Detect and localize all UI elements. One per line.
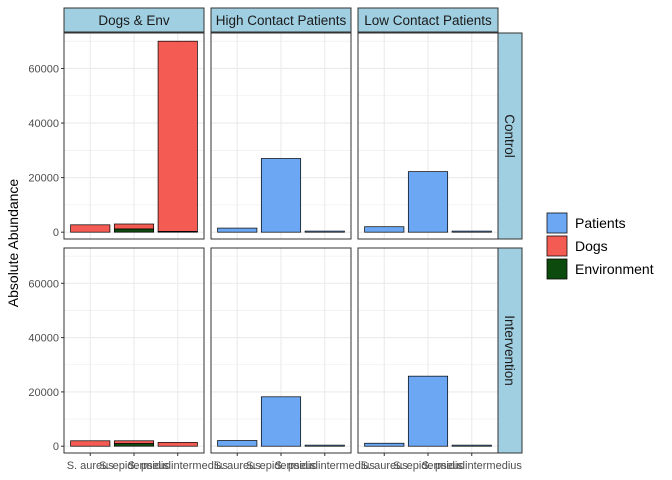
bar-segment-environment — [113, 443, 155, 447]
legend-label: Environment — [575, 261, 654, 277]
y-tick-label: 0 — [53, 227, 59, 239]
legend-key-dogs — [546, 235, 568, 257]
panel — [357, 32, 499, 240]
legend-key-environment — [546, 258, 568, 280]
y-tick-label: 0 — [53, 441, 59, 453]
ticks-layer: 0 20000 40000 60000 0 20000 40000 60000 S. aureu… — [28, 63, 522, 472]
bar-segment-environment — [113, 228, 155, 233]
y-tick-label: 60000 — [28, 278, 59, 290]
x-tick-label: S. aureus — [361, 460, 409, 472]
bar-segment-patients — [407, 375, 449, 447]
x-tick-label: S. pseudintermedius — [422, 460, 523, 472]
x-tick-label: S. epidermidis — [393, 460, 463, 472]
x-tick-label: S. epidermidis — [99, 460, 169, 472]
panels-layer: Dogs & Env High Contact Patients Low Conta… — [63, 7, 523, 454]
y-tick-label: 20000 — [28, 387, 59, 399]
panel — [210, 247, 352, 454]
y-tick-label: 20000 — [28, 173, 59, 185]
bar-segment-patients — [260, 396, 302, 447]
bar-segment-patients — [217, 440, 258, 447]
row-strip — [497, 32, 523, 240]
x-tick-label: S. aureus — [214, 460, 262, 472]
bar-segment-patients — [217, 227, 258, 233]
x-tick-label: S. pseudintermedius — [275, 460, 376, 472]
column-strip-label: High Contact Patients — [216, 13, 347, 28]
panel — [357, 247, 499, 454]
bar-segment-dogs — [70, 440, 111, 447]
panel-border — [210, 32, 352, 240]
legend-label: Dogs — [575, 238, 608, 254]
bar-segment-dogs — [157, 40, 198, 232]
y-tick-label: 40000 — [28, 118, 59, 130]
x-tick-label: S. epidermidis — [246, 460, 316, 472]
legend: Patients Dogs Environment — [546, 212, 654, 280]
bar-segment-patients — [304, 444, 345, 447]
bar-segment-dogs — [70, 224, 111, 233]
y-tick-label: 60000 — [28, 63, 59, 75]
bar-segment-patients — [260, 158, 302, 233]
legend-label: Patients — [575, 215, 626, 231]
column-strip — [357, 7, 499, 33]
bar-segment-patients — [304, 230, 345, 233]
row-strip-label: Intervention — [502, 315, 517, 386]
x-tick-label: S. aureus — [67, 460, 115, 472]
legend-key-patients — [546, 212, 568, 234]
column-strip — [63, 7, 205, 33]
panel-border — [63, 32, 205, 240]
bar-segment-dogs — [157, 442, 198, 447]
y-tick-label: 40000 — [28, 333, 59, 345]
bar-segment-patients — [364, 226, 405, 233]
bar-segment-dogs — [113, 440, 155, 444]
panel — [63, 32, 205, 240]
row-strip — [497, 247, 523, 454]
panel — [210, 32, 352, 240]
bar-segment-patients — [364, 442, 405, 447]
bar-segment-patients — [451, 444, 492, 447]
column-strip-label: Dogs & Env — [98, 13, 170, 28]
panel — [63, 247, 205, 454]
column-strip — [210, 7, 352, 33]
column-strip-label: Low Contact Patients — [364, 13, 492, 28]
x-tick-label: S. pseudintermedius — [128, 460, 229, 472]
row-strip-label: Control — [502, 114, 517, 158]
panel-border — [357, 32, 499, 240]
bar-segment-dogs — [113, 223, 155, 230]
bar-segment-patients — [451, 230, 492, 233]
y-axis-title: Absolute Abundance — [5, 179, 21, 308]
bar-segment-patients — [407, 171, 449, 233]
